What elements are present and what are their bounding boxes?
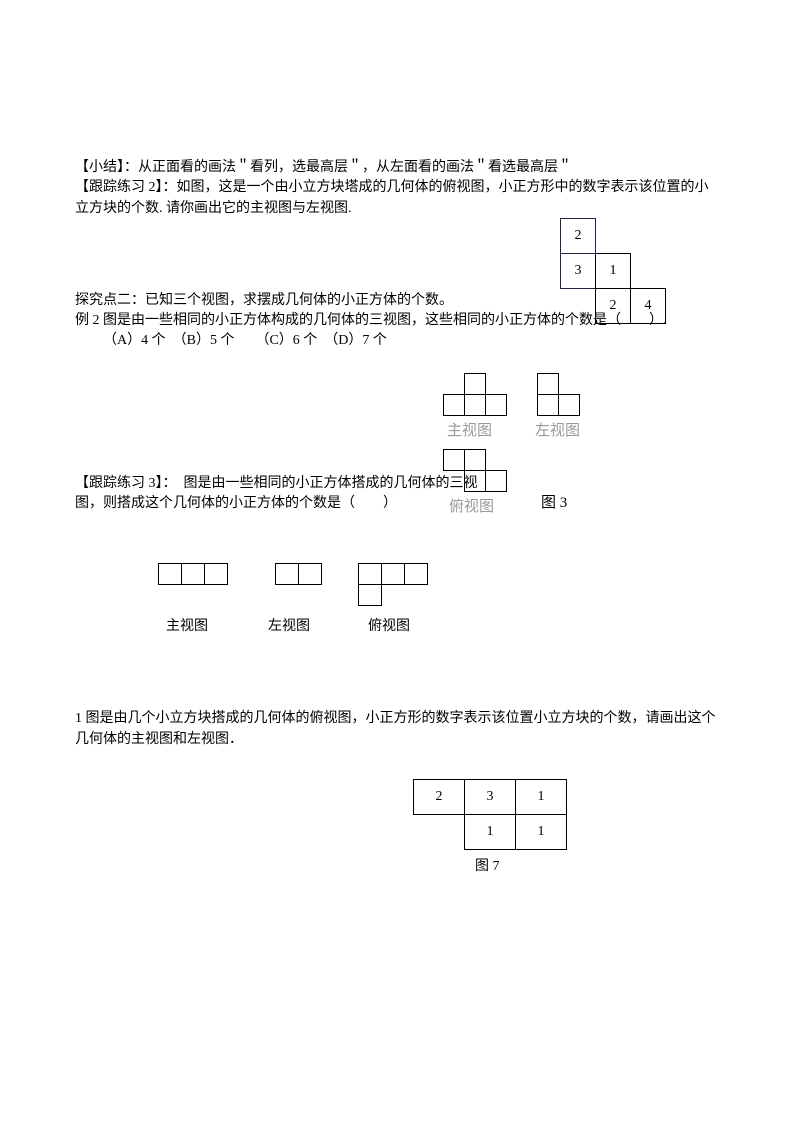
grid-cell (464, 470, 486, 492)
grid-cell (464, 373, 486, 395)
label-left-view: 左视图 (268, 615, 310, 635)
grid-cell (158, 563, 182, 585)
label-figure7: 图 7 (475, 855, 500, 875)
exercise3-line2: 图，则搭成这个几何体的小正方体的个数是（ ） (75, 494, 725, 514)
grid-cell: 4 (630, 288, 666, 324)
grid-cell: 2 (595, 288, 631, 324)
grid-cell: 1 (515, 814, 567, 850)
label-top-view: 俯视图 (368, 615, 410, 635)
label-top-view: 俯视图 (449, 495, 494, 516)
exercise2-line1: 【跟踪练习 2】：如图，这是一个由小立方块塔成的几何体的俯视图，小正方形中的数字… (75, 178, 725, 198)
grid-cell: 3 (464, 779, 516, 815)
label-left-view: 左视图 (535, 419, 580, 440)
grid-cell (204, 563, 228, 585)
grid-cell (275, 563, 299, 585)
grid-cell: 2 (560, 218, 596, 254)
grid-cell (485, 394, 507, 416)
grid-cell: 3 (560, 253, 596, 289)
grid-cell (537, 373, 559, 395)
options-line: （A）4 个 （B）5 个 （C）6 个 （D）7 个 (75, 331, 725, 351)
grid-cell (381, 563, 405, 585)
grid-cell (404, 563, 428, 585)
grid-cell (358, 563, 382, 585)
grid-cell (464, 449, 486, 471)
label-front-view: 主视图 (447, 419, 492, 440)
grid-cell (464, 394, 486, 416)
grid-cell: 1 (595, 253, 631, 289)
grid-cell (558, 394, 580, 416)
grid-cell: 1 (464, 814, 516, 850)
label-front-view: 主视图 (166, 615, 208, 635)
grid-cell (443, 449, 465, 471)
label-figure3: 图 3 (541, 491, 567, 512)
exercise3-line1: 【跟踪练习 3】： 图是由一些相同的小正方体搭成的几何体的三视 (75, 474, 725, 494)
question1-line2: 几何体的主视图和左视图． (75, 730, 725, 750)
grid-cell (358, 584, 382, 606)
exercise2-line2: 立方块的个数. 请你画出它的主视图与左视图. (75, 199, 725, 219)
grid-cell: 2 (413, 779, 465, 815)
grid-cell (181, 563, 205, 585)
summary-line: 【小结】：从正面看的画法＂看列，选最高层＂，从左面看的画法＂看选最高层＂ (75, 158, 725, 178)
grid-cell (443, 394, 465, 416)
document-page: 【小结】：从正面看的画法＂看列，选最高层＂，从左面看的画法＂看选最高层＂ 【跟踪… (0, 0, 800, 1132)
grid-cell: 1 (515, 779, 567, 815)
grid-cell (298, 563, 322, 585)
question1-line1: 1 图是由几个小立方块搭成的几何体的俯视图，小正方形的数字表示该位置小立方块的个… (75, 709, 725, 729)
grid-cell (537, 394, 559, 416)
grid-cell (485, 470, 507, 492)
